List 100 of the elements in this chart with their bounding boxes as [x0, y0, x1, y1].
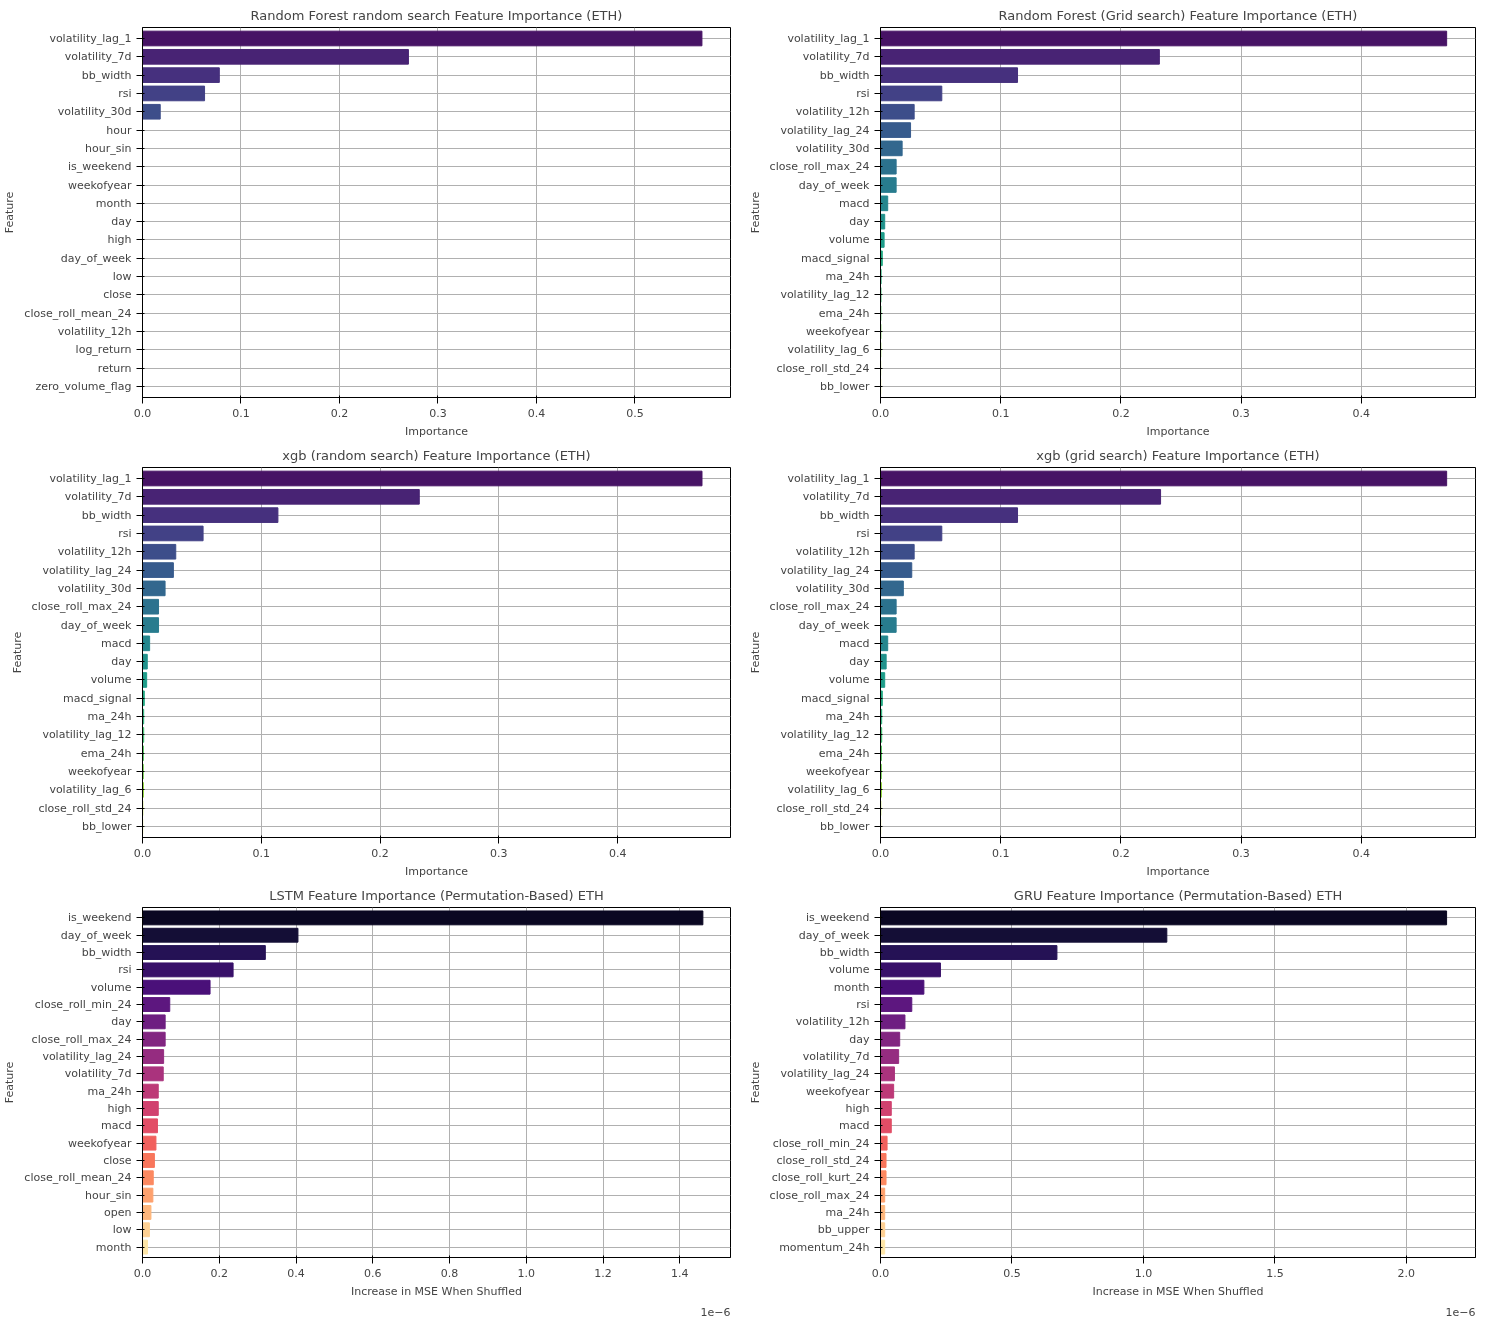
y-tick-label: open: [104, 1205, 132, 1219]
y-tick-label: day_of_week: [60, 618, 133, 632]
y-axis-title: Feature: [3, 1061, 17, 1104]
y-tick-label: volatility_lag_24: [780, 563, 870, 577]
x-tick-label: 0.0: [133, 846, 152, 860]
x-tick-label: 0.0: [871, 406, 890, 420]
y-tick-label: volatility_12h: [57, 325, 132, 339]
y-tick-label: volatility_30d: [795, 581, 870, 595]
x-tick-label: 0.0: [133, 1266, 152, 1280]
x-tick-label: 0.2: [210, 1266, 229, 1280]
x-axis-title: Increase in MSE When Shuffled: [1092, 1284, 1264, 1298]
y-tick-label: volatility_7d: [802, 1050, 870, 1064]
y-tick-label: ma_24h: [87, 1084, 132, 1098]
y-tick-label: volatility_7d: [802, 50, 870, 64]
y-tick-label: weekofyear: [68, 178, 132, 192]
y-tick-label: bb_lower: [819, 820, 870, 834]
y-tick-label: zero_volume_flag: [35, 380, 132, 394]
x-tick-label: 0.0: [133, 406, 152, 420]
y-tick-label: month: [95, 196, 132, 210]
y-tick-label: close_roll_mean_24: [24, 1171, 132, 1185]
y-tick-label: return: [97, 361, 132, 375]
y-tick-label: volatility_lag_1: [787, 31, 870, 45]
y-tick-label: day_of_week: [60, 251, 133, 265]
y-tick-label: bb_width: [81, 946, 132, 960]
y-tick-label: close: [103, 288, 132, 302]
chart-title: xgb (random search) Feature Importance (ETH): [282, 447, 591, 463]
y-tick-label: weekofyear: [806, 765, 870, 779]
y-axis-title: Feature: [748, 191, 762, 234]
chart-title: LSTM Feature Importance (Permutation-Based) ETH: [269, 887, 604, 903]
chart-title: xgb (grid search) Feature Importance (ETH): [1036, 447, 1320, 463]
y-tick-label: hour_sin: [85, 141, 132, 155]
y-tick-label: close_roll_max_24: [31, 600, 132, 614]
y-tick-label: month: [95, 1240, 132, 1254]
y-tick-label: month: [833, 980, 870, 994]
y-tick-label: volatility_lag_24: [42, 563, 132, 577]
y-tick-label: volatility_lag_12: [780, 288, 870, 302]
y-tick-label: volatility_lag_6: [787, 343, 870, 357]
text: 1e−6: [700, 1305, 731, 1319]
x-axis-title: Importance: [1146, 864, 1210, 878]
y-tick-label: weekofyear: [806, 1084, 870, 1098]
y-tick-label: ema_24h: [818, 306, 870, 320]
y-tick-label: volume: [828, 233, 870, 247]
y-tick-label: day_of_week: [798, 928, 871, 942]
y-tick-label: rsi: [856, 86, 870, 100]
y-tick-label: weekofyear: [68, 765, 132, 779]
x-tick-label: 0.4: [608, 846, 627, 860]
y-tick-label: volume: [828, 673, 870, 687]
y-tick-label: bb_width: [81, 508, 132, 522]
chart-title: Random Forest (Grid search) Feature Importance (ETH): [998, 7, 1358, 23]
y-tick-label: high: [107, 233, 132, 247]
y-tick-label: rsi: [118, 86, 132, 100]
x-tick-label: 1.5: [1266, 1266, 1284, 1280]
y-axis-title: Feature: [748, 631, 762, 674]
y-tick-label: high: [107, 1101, 132, 1115]
y-axis-title: Feature: [3, 191, 17, 234]
y-tick-label: volatility_lag_6: [49, 783, 132, 797]
y-tick-label: volatility_7d: [64, 490, 132, 504]
y-tick-label: day: [111, 1015, 132, 1029]
y-tick-label: low: [112, 270, 132, 284]
x-tick-label: 1.0: [1134, 1266, 1153, 1280]
x-tick-label: 0.0: [871, 1266, 890, 1280]
y-tick-label: weekofyear: [806, 325, 870, 339]
y-tick-label: volatility_12h: [57, 545, 132, 559]
y-tick-label: bb_lower: [81, 820, 132, 834]
y-tick-label: bb_width: [81, 68, 132, 82]
y-tick-label: volatility_lag_12: [780, 728, 870, 742]
x-tick-label: 0.5: [626, 406, 644, 420]
y-tick-label: ema_24h: [818, 746, 870, 760]
y-tick-label: volatility_lag_12: [42, 728, 132, 742]
y-tick-label: ma_24h: [825, 710, 870, 724]
y-tick-label: day_of_week: [798, 178, 871, 192]
y-tick-label: momentum_24h: [779, 1240, 870, 1254]
y-tick-label: close_roll_kurt_24: [771, 1171, 870, 1185]
y-tick-label: ma_24h: [87, 710, 132, 724]
y-tick-label: volatility_7d: [802, 490, 870, 504]
y-tick-label: bb_lower: [819, 380, 870, 394]
y-tick-label: close_roll_max_24: [31, 1032, 132, 1046]
y-tick-label: close_roll_max_24: [769, 600, 870, 614]
y-tick-label: close_roll_std_24: [38, 801, 132, 815]
y-tick-label: volatility_lag_1: [49, 471, 132, 485]
y-tick-label: volatility_12h: [795, 545, 870, 559]
x-axis-title: Importance: [404, 424, 469, 438]
x-axis-title: Importance: [1146, 424, 1210, 438]
y-tick-label: rsi: [118, 526, 132, 540]
y-tick-label: close: [103, 1153, 132, 1167]
x-tick-label: 0.3: [1232, 406, 1250, 420]
text: 1e−6: [1445, 1305, 1476, 1319]
y-tick-label: volatility_lag_24: [780, 1067, 870, 1081]
x-tick-label: 0.1: [991, 406, 1010, 420]
x-tick-label: 0.2: [330, 406, 349, 420]
y-tick-label: volatility_lag_1: [49, 31, 132, 45]
y-tick-label: macd_signal: [800, 251, 870, 265]
y-tick-label: ma_24h: [825, 270, 870, 284]
x-tick-label: 0.3: [1232, 846, 1250, 860]
x-tick-label: 0.3: [490, 846, 508, 860]
y-tick-label: macd_signal: [62, 691, 132, 705]
y-tick-label: volume: [90, 673, 132, 687]
y-tick-label: is_weekend: [805, 911, 870, 925]
x-tick-label: 0.1: [252, 846, 271, 860]
y-tick-label: day: [111, 655, 132, 669]
